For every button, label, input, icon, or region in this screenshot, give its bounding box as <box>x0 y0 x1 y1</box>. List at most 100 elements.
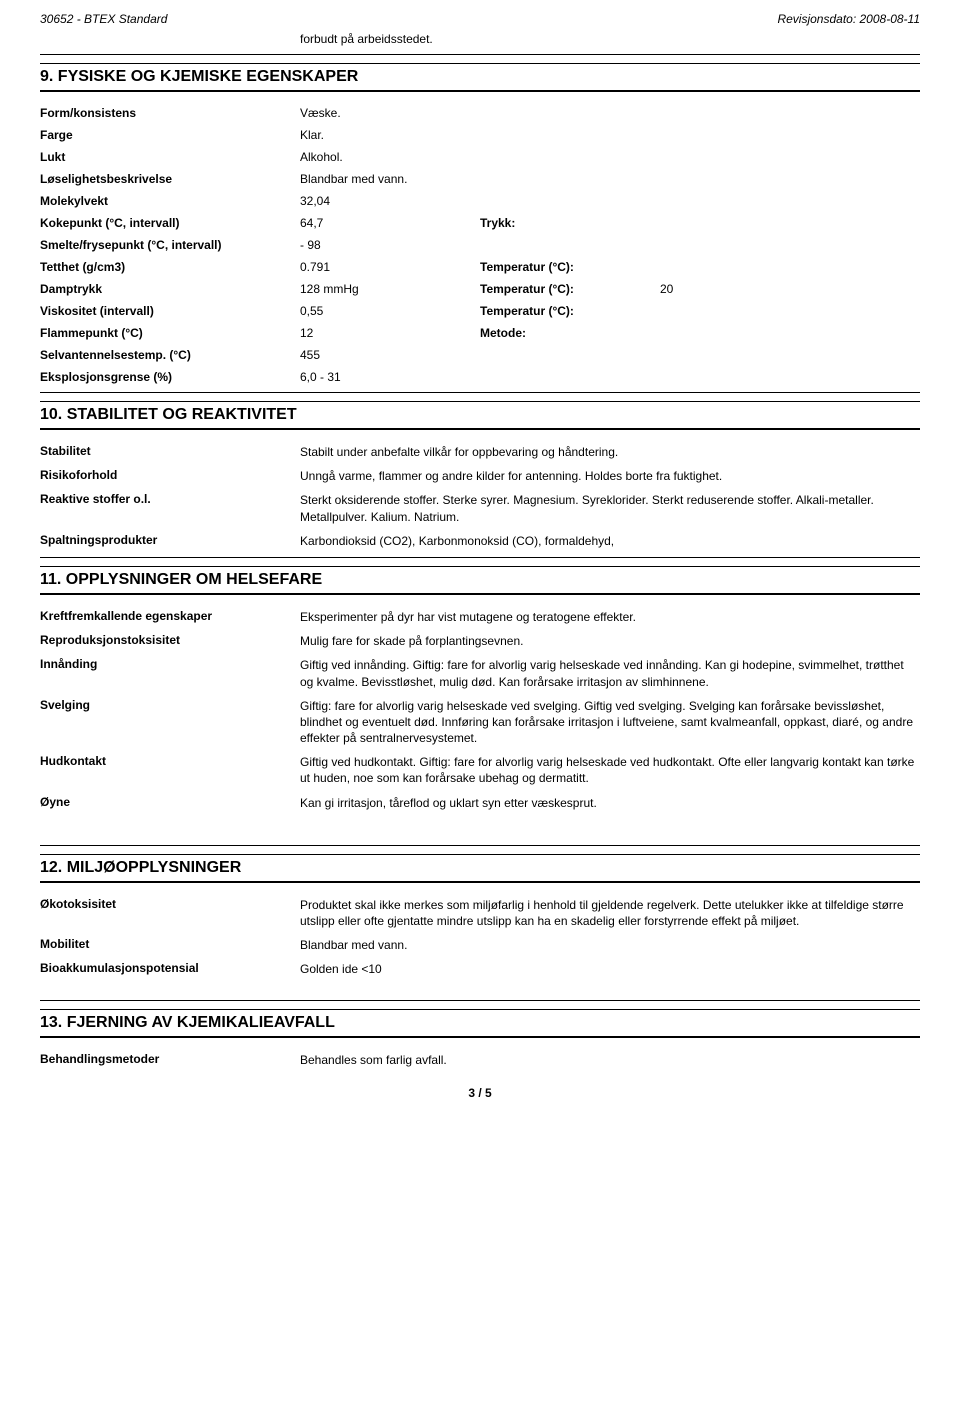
section-9-body: Form/konsistensVæske.FargeKlar.LuktAlkoh… <box>40 106 920 384</box>
property-value: 64,7 <box>300 216 480 230</box>
revision-date: Revisjonsdato: 2008-08-11 <box>777 12 920 26</box>
property-value: Væske. <box>300 106 480 120</box>
info-row: SvelgingGiftig: fare for alvorlig varig … <box>40 698 920 747</box>
section-13-body: BehandlingsmetoderBehandles som farlig a… <box>40 1052 920 1068</box>
info-value: Behandles som farlig avfall. <box>300 1052 920 1068</box>
section-divider <box>40 845 920 848</box>
property-row: Form/konsistensVæske. <box>40 106 920 120</box>
property-value: - 98 <box>300 238 480 252</box>
info-key: Spaltningsprodukter <box>40 533 300 549</box>
info-row: Kreftfremkallende egenskaperEksperimente… <box>40 609 920 625</box>
page-number: 3 / 5 <box>40 1086 920 1100</box>
info-row: ReproduksjonstoksisitetMulig fare for sk… <box>40 633 920 649</box>
info-value: Giftig ved innånding. Giftig: fare for a… <box>300 657 920 689</box>
property-row: Kokepunkt (°C, intervall)64,7Trykk: <box>40 216 920 230</box>
property-key-2: Temperatur (°C): <box>480 260 660 274</box>
info-value: Karbondioksid (CO2), Karbonmonoksid (CO)… <box>300 533 920 549</box>
section-divider <box>40 54 920 57</box>
property-key: Farge <box>40 128 300 142</box>
info-row: InnåndingGiftig ved innånding. Giftig: f… <box>40 657 920 689</box>
property-key: Kokepunkt (°C, intervall) <box>40 216 300 230</box>
info-value: Sterkt oksiderende stoffer. Sterke syrer… <box>300 492 920 524</box>
info-key: Svelging <box>40 698 300 747</box>
info-value: Eksperimenter på dyr har vist mutagene o… <box>300 609 920 625</box>
section-11-title: 11. OPPLYSNINGER OM HELSEFARE <box>40 566 920 595</box>
info-key: Hudkontakt <box>40 754 300 786</box>
info-key: Kreftfremkallende egenskaper <box>40 609 300 625</box>
property-key-2: Temperatur (°C): <box>480 282 660 296</box>
property-key-2: Trykk: <box>480 216 660 230</box>
property-key: Viskositet (intervall) <box>40 304 300 318</box>
property-row: LuktAlkohol. <box>40 150 920 164</box>
info-row: BioakkumulasjonspotensialGolden ide <10 <box>40 961 920 977</box>
info-key: Risikoforhold <box>40 468 300 484</box>
doc-id: 30652 - BTEX Standard <box>40 12 167 26</box>
info-value: Produktet skal ikke merkes som miljøfarl… <box>300 897 920 929</box>
page-header: 30652 - BTEX Standard Revisjonsdato: 200… <box>40 12 920 26</box>
info-value: Unngå varme, flammer og andre kilder for… <box>300 468 920 484</box>
section-9-title: 9. FYSISKE OG KJEMISKE EGENSKAPER <box>40 63 920 92</box>
info-value: Giftig ved hudkontakt. Giftig: fare for … <box>300 754 920 786</box>
property-key: Molekylvekt <box>40 194 300 208</box>
property-key-2: Metode: <box>480 326 660 340</box>
property-key: Flammepunkt (°C) <box>40 326 300 340</box>
info-row: HudkontaktGiftig ved hudkontakt. Giftig:… <box>40 754 920 786</box>
property-value: 12 <box>300 326 480 340</box>
property-value: 32,04 <box>300 194 480 208</box>
property-value: Blandbar med vann. <box>300 172 480 186</box>
info-row: SpaltningsprodukterKarbondioksid (CO2), … <box>40 533 920 549</box>
property-row: LøselighetsbeskrivelseBlandbar med vann. <box>40 172 920 186</box>
info-value: Mulig fare for skade på forplantingsevne… <box>300 633 920 649</box>
info-value: Giftig: fare for alvorlig varig helseska… <box>300 698 920 747</box>
info-value: Golden ide <10 <box>300 961 920 977</box>
property-value: Klar. <box>300 128 480 142</box>
section-12-body: ØkotoksisitetProduktet skal ikke merkes … <box>40 897 920 978</box>
property-key: Smelte/frysepunkt (°C, intervall) <box>40 238 300 252</box>
property-key-2: Temperatur (°C): <box>480 304 660 318</box>
info-row: StabilitetStabilt under anbefalte vilkår… <box>40 444 920 460</box>
property-key: Løselighetsbeskrivelse <box>40 172 300 186</box>
property-row: Viskositet (intervall)0,55Temperatur (°C… <box>40 304 920 318</box>
property-value: 0,55 <box>300 304 480 318</box>
property-row: Smelte/frysepunkt (°C, intervall)- 98 <box>40 238 920 252</box>
property-row: FargeKlar. <box>40 128 920 142</box>
info-row: ØkotoksisitetProduktet skal ikke merkes … <box>40 897 920 929</box>
section-10-title: 10. STABILITET OG REAKTIVITET <box>40 401 920 430</box>
property-key: Selvantennelsestemp. (°C) <box>40 348 300 362</box>
info-row: Reaktive stoffer o.l.Sterkt oksiderende … <box>40 492 920 524</box>
info-key: Behandlingsmetoder <box>40 1052 300 1068</box>
info-key: Øyne <box>40 795 300 811</box>
property-value: 0.791 <box>300 260 480 274</box>
property-key: Damptrykk <box>40 282 300 296</box>
section-divider <box>40 392 920 395</box>
info-key: Økotoksisitet <box>40 897 300 929</box>
info-key: Innånding <box>40 657 300 689</box>
info-row: RisikoforholdUnngå varme, flammer og and… <box>40 468 920 484</box>
info-key: Reproduksjonstoksisitet <box>40 633 300 649</box>
section-divider <box>40 557 920 560</box>
info-value: Blandbar med vann. <box>300 937 920 953</box>
info-row: ØyneKan gi irritasjon, tåreflod og uklar… <box>40 795 920 811</box>
property-value: Alkohol. <box>300 150 480 164</box>
section-divider <box>40 1000 920 1003</box>
section-11-body: Kreftfremkallende egenskaperEksperimente… <box>40 609 920 811</box>
property-row: Damptrykk128 mmHgTemperatur (°C):20 <box>40 282 920 296</box>
property-row: Molekylvekt32,04 <box>40 194 920 208</box>
property-row: Eksplosjonsgrense (%)6,0 - 31 <box>40 370 920 384</box>
property-row: Tetthet (g/cm3)0.791Temperatur (°C): <box>40 260 920 274</box>
property-value: 6,0 - 31 <box>300 370 480 384</box>
info-row: MobilitetBlandbar med vann. <box>40 937 920 953</box>
property-value-2: 20 <box>660 282 920 296</box>
section-13-title: 13. FJERNING AV KJEMIKALIEAVFALL <box>40 1009 920 1038</box>
info-key: Reaktive stoffer o.l. <box>40 492 300 524</box>
carryover-text: forbudt på arbeidsstedet. <box>300 32 920 46</box>
property-key: Form/konsistens <box>40 106 300 120</box>
info-value: Kan gi irritasjon, tåreflod og uklart sy… <box>300 795 920 811</box>
property-value: 128 mmHg <box>300 282 480 296</box>
property-row: Flammepunkt (°C)12Metode: <box>40 326 920 340</box>
property-key: Tetthet (g/cm3) <box>40 260 300 274</box>
info-key: Bioakkumulasjonspotensial <box>40 961 300 977</box>
info-key: Mobilitet <box>40 937 300 953</box>
section-10-body: StabilitetStabilt under anbefalte vilkår… <box>40 444 920 549</box>
property-row: Selvantennelsestemp. (°C)455 <box>40 348 920 362</box>
